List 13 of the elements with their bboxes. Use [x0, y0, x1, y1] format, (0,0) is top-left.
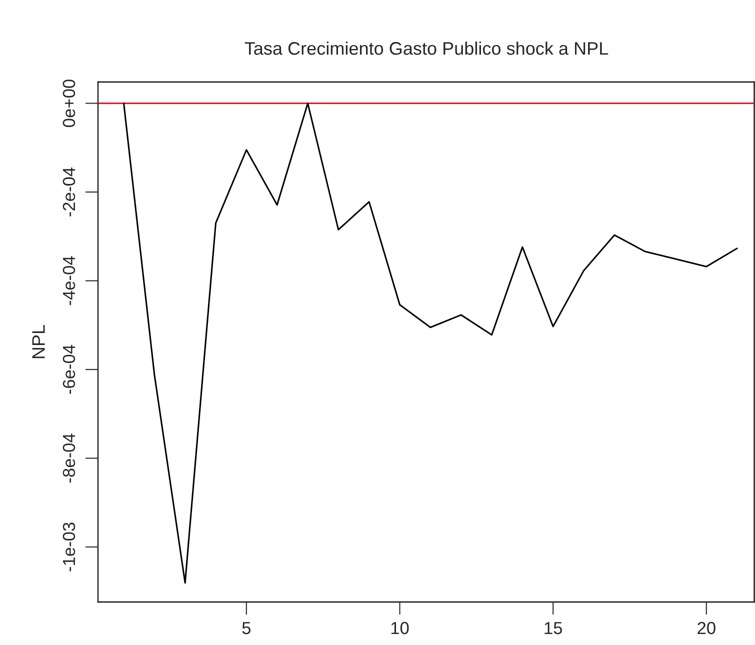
x-tick-label: 15 [544, 622, 562, 634]
line-series [122, 102, 738, 584]
chart-title: Tasa Crecimiento Gasto Publico shock a NPL [244, 42, 608, 55]
y-tick-label: -4e-04 [62, 256, 76, 306]
y-tick-label: -6e-04 [62, 344, 76, 394]
x-tick-label: 5 [242, 622, 251, 634]
y-tick-label: -2e-04 [62, 167, 76, 216]
y-tick-label: -8e-04 [62, 434, 76, 483]
x-tick-label: 10 [391, 622, 409, 634]
y-tick-label: 0e+00 [62, 80, 76, 127]
y-tick-label: -1e-03 [62, 522, 76, 572]
y-axis-title: NPL [32, 325, 45, 358]
x-tick-label: 20 [698, 622, 716, 634]
